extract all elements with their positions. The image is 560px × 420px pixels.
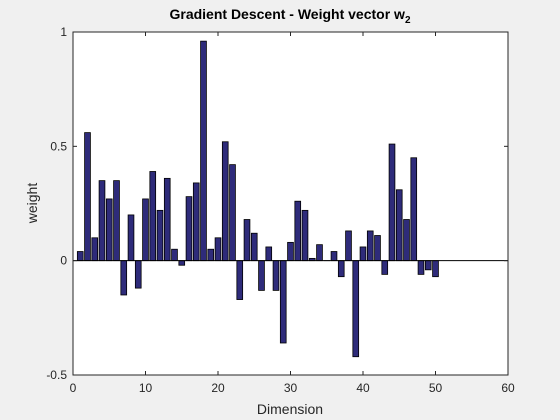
bar-50 <box>433 261 439 277</box>
y-tick-label: -0.5 <box>46 368 67 382</box>
bar-18 <box>201 41 207 261</box>
bar-28 <box>273 261 279 291</box>
bar-11 <box>150 171 156 260</box>
x-tick-label: 10 <box>139 381 153 395</box>
bar-21 <box>222 142 228 261</box>
bar-45 <box>396 190 402 261</box>
bar-32 <box>302 210 308 260</box>
bar-27 <box>266 247 272 261</box>
bar-1 <box>77 252 83 261</box>
x-tick-label: 50 <box>429 381 443 395</box>
y-tick-label: 0.5 <box>50 139 67 153</box>
bar-44 <box>389 144 395 261</box>
bar-2 <box>85 133 91 261</box>
y-tick-label: 0 <box>60 254 67 268</box>
x-tick-label: 60 <box>501 381 515 395</box>
bar-42 <box>375 236 381 261</box>
bar-16 <box>186 197 192 261</box>
bar-19 <box>208 249 214 260</box>
bar-12 <box>157 210 163 260</box>
chart-title: Gradient Descent - Weight vector w2 <box>169 6 410 26</box>
x-tick-label: 30 <box>284 381 298 395</box>
bar-22 <box>230 165 236 261</box>
bar-25 <box>251 233 257 260</box>
bar-47 <box>411 158 417 261</box>
chart-title-text: Gradient Descent - Weight vector w <box>169 6 405 22</box>
x-tick-label: 20 <box>211 381 225 395</box>
bar-26 <box>259 261 265 291</box>
bar-6 <box>114 181 120 261</box>
bar-4 <box>99 181 105 261</box>
chart-title-subscript: 2 <box>405 15 411 26</box>
bar-34 <box>317 245 323 261</box>
bar-13 <box>164 178 170 260</box>
plot-area <box>73 32 508 375</box>
bar-37 <box>338 261 344 277</box>
bar-29 <box>280 261 286 343</box>
bar-31 <box>295 201 301 260</box>
bar-3 <box>92 238 98 261</box>
bar-46 <box>404 220 410 261</box>
bar-38 <box>346 231 352 261</box>
bar-23 <box>237 261 243 300</box>
bar-17 <box>193 183 199 261</box>
bar-14 <box>172 249 178 260</box>
bar-7 <box>121 261 127 295</box>
x-tick-label: 40 <box>356 381 370 395</box>
bar-10 <box>143 199 149 261</box>
bar-43 <box>382 261 388 275</box>
bar-49 <box>425 261 431 270</box>
bar-41 <box>367 231 373 261</box>
bar-24 <box>244 220 250 261</box>
bar-40 <box>360 247 366 261</box>
bar-8 <box>128 215 134 261</box>
bar-36 <box>331 252 337 261</box>
bar-30 <box>288 242 294 260</box>
x-axis-label: Dimension <box>257 401 323 417</box>
y-tick-label: 1 <box>60 25 67 39</box>
bar-9 <box>135 261 141 288</box>
bar-48 <box>418 261 424 275</box>
y-axis-label: weight <box>24 183 40 225</box>
x-tick-label: 0 <box>70 381 77 395</box>
bar-15 <box>179 261 185 266</box>
bar-5 <box>106 199 112 261</box>
bar-20 <box>215 238 221 261</box>
bar-39 <box>353 261 359 357</box>
